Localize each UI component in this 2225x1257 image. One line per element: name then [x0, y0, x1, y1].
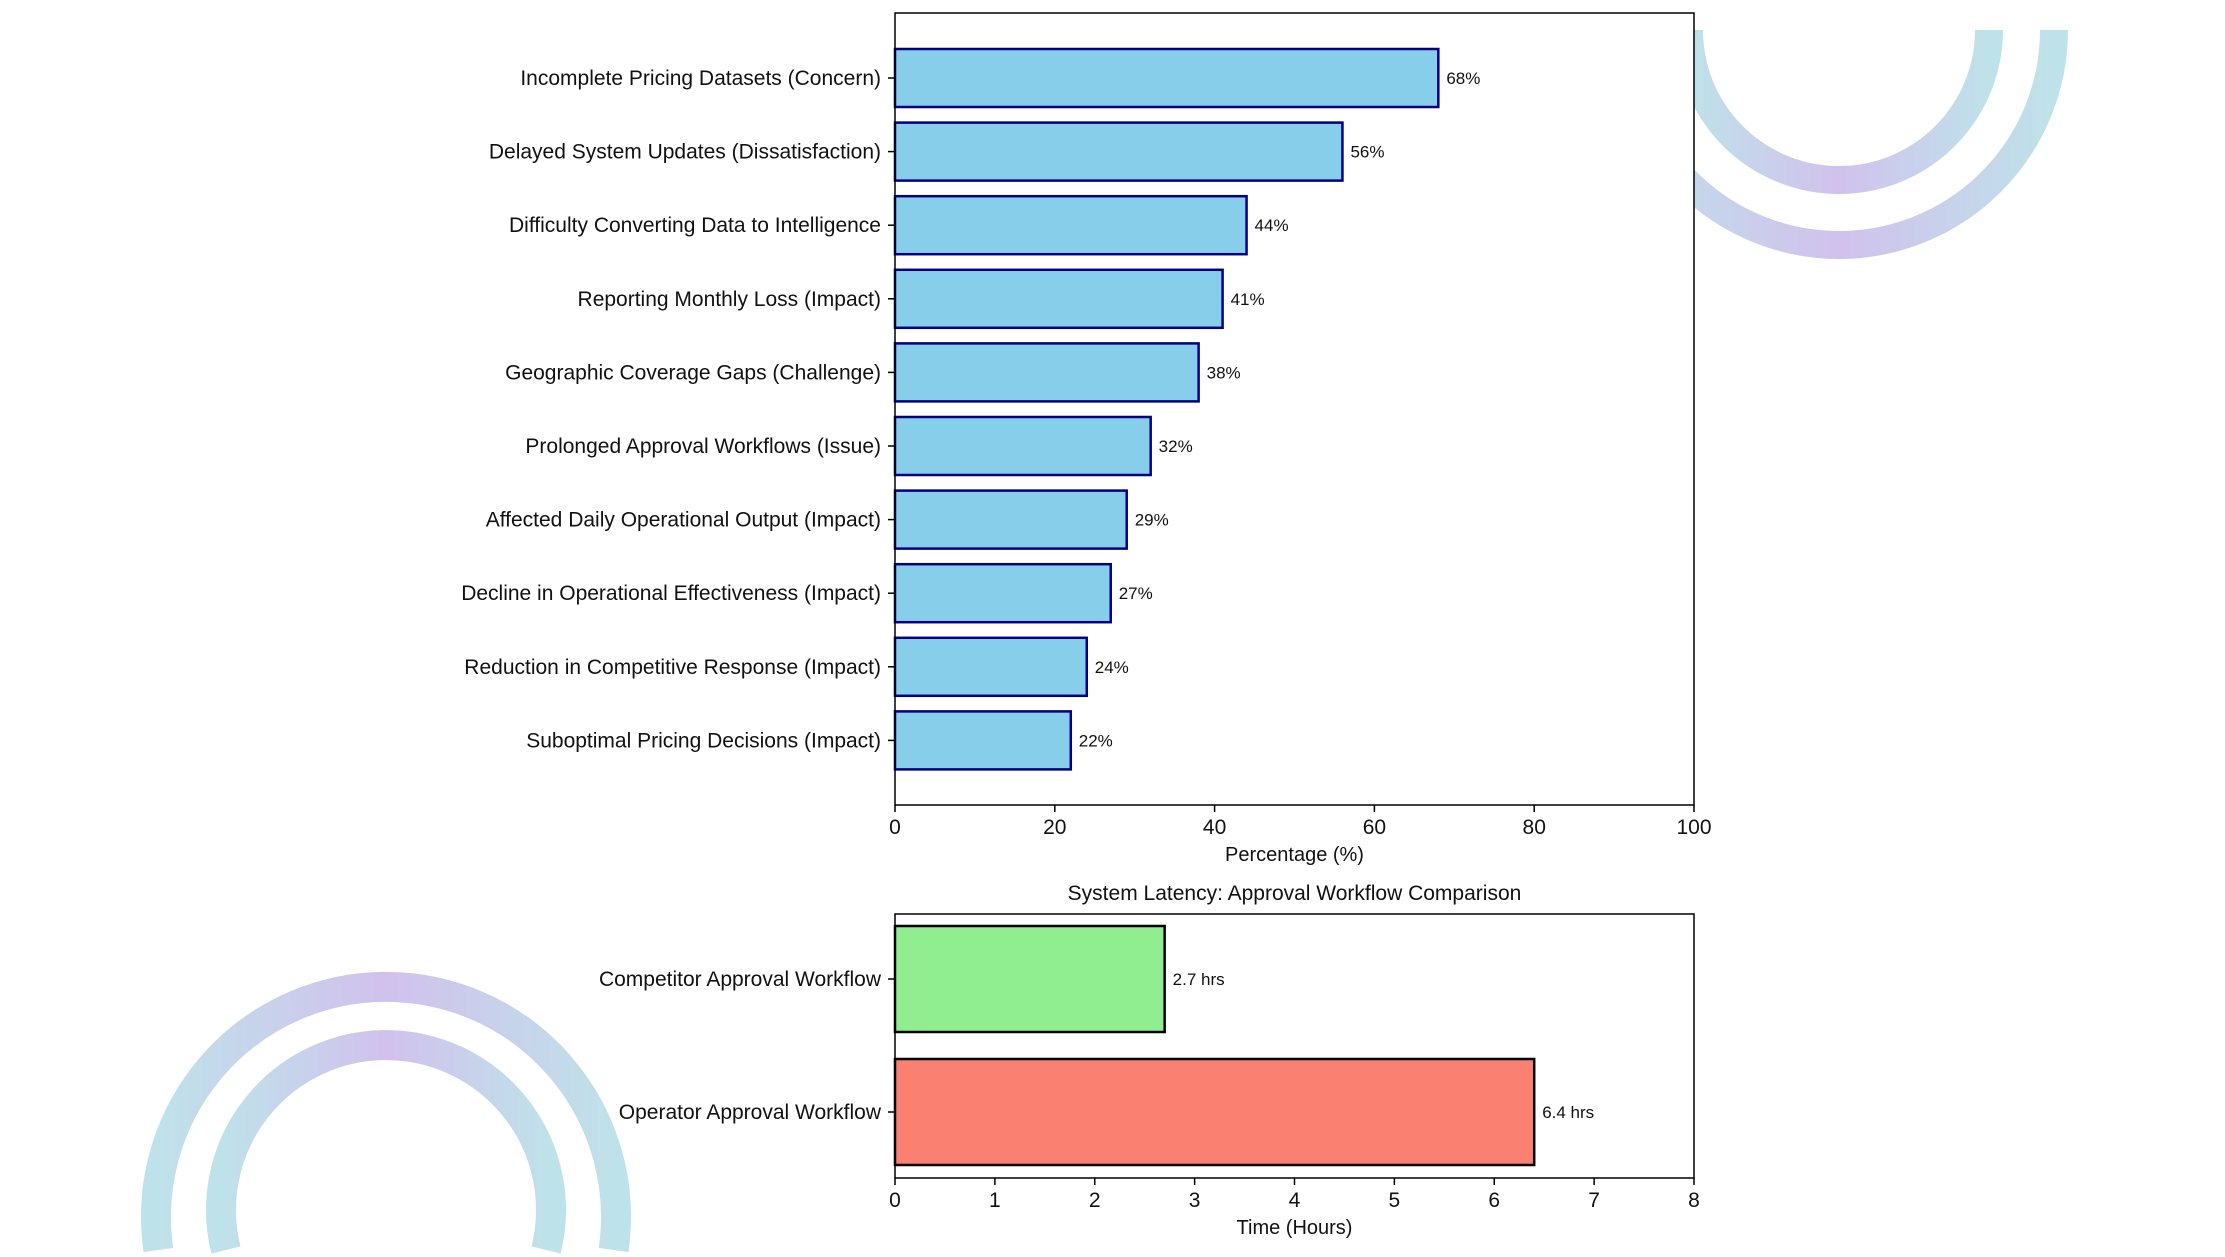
category-label: Incomplete Pricing Datasets (Concern)	[520, 67, 881, 90]
data-label: 41%	[1231, 290, 1265, 309]
data-label: 56%	[1350, 143, 1384, 162]
bar	[893, 121, 1344, 182]
category-label: Affected Daily Operational Output (Impac…	[486, 509, 881, 532]
axes-frame	[894, 12, 1695, 806]
x-tick-label: 60	[1363, 816, 1386, 839]
bar	[893, 342, 1200, 403]
x-tick-label: 0	[889, 816, 901, 839]
ring-arc	[206, 1030, 566, 1254]
category-label: Decline in Operational Effectiveness (Im…	[461, 582, 881, 605]
category-label: Geographic Coverage Gaps (Challenge)	[505, 361, 881, 384]
category-label: Reporting Monthly Loss (Impact)	[578, 288, 881, 311]
data-label: 24%	[1095, 658, 1129, 677]
category-label: Operator Approval Workflow	[619, 1101, 882, 1124]
bar	[893, 47, 1440, 109]
category-label: Suboptimal Pricing Decisions (Impact)	[526, 729, 881, 752]
bar	[893, 489, 1128, 550]
x-tick-label: 6	[1488, 1189, 1500, 1212]
data-label: 6.4 hrs	[1542, 1103, 1594, 1122]
ring-arc	[141, 971, 631, 1253]
bar	[893, 562, 1112, 624]
bottom-chart: System Latency: Approval Workflow Compar…	[599, 882, 1700, 1239]
x-tick-label: 0	[889, 1189, 901, 1212]
x-tick-label: 20	[1043, 816, 1066, 839]
bar	[893, 194, 1248, 256]
top-chart: Incomplete Pricing Datasets (Concern) 68%…	[461, 12, 1712, 866]
x-axis-label: Time (Hours)	[1237, 1217, 1353, 1239]
data-label: 27%	[1119, 584, 1153, 603]
data-label: 22%	[1079, 731, 1113, 750]
x-tick-label: 4	[1289, 1189, 1301, 1212]
x-tick-label: 7	[1588, 1189, 1600, 1212]
data-label: 68%	[1446, 69, 1480, 88]
chart-title: System Latency: Approval Workflow Compar…	[1068, 882, 1522, 905]
x-tick-label: 8	[1688, 1189, 1700, 1212]
category-label: Prolonged Approval Workflows (Issue)	[525, 435, 881, 458]
bar	[893, 415, 1152, 477]
x-tick-label: 100	[1676, 816, 1711, 839]
bar	[893, 924, 1166, 1034]
data-label: 44%	[1255, 216, 1289, 235]
x-axis-label: Percentage (%)	[1225, 844, 1364, 866]
x-tick-label: 40	[1203, 816, 1226, 839]
data-label: 2.7 hrs	[1173, 970, 1225, 989]
x-tick-label: 5	[1389, 1189, 1401, 1212]
category-label: Reduction in Competitive Response (Impac…	[464, 656, 881, 679]
category-label: Delayed System Updates (Dissatisfaction)	[489, 141, 881, 164]
ring-arc	[1675, 29, 2003, 194]
decorative-rings-bottom-left	[141, 971, 631, 1254]
bar	[893, 636, 1089, 698]
x-tick-label: 1	[989, 1189, 1001, 1212]
x-tick-label: 2	[1089, 1189, 1101, 1212]
x-tick-label: 3	[1189, 1189, 1201, 1212]
data-label: 32%	[1159, 437, 1193, 456]
bar	[893, 710, 1073, 771]
category-label: Competitor Approval Workflow	[599, 968, 882, 991]
x-tick-label: 80	[1523, 816, 1546, 839]
category-label: Difficulty Converting Data to Intelligen…	[509, 214, 881, 237]
data-label: 38%	[1207, 363, 1241, 382]
bar	[893, 268, 1224, 330]
bar	[893, 1057, 1536, 1167]
data-label: 29%	[1135, 511, 1169, 530]
